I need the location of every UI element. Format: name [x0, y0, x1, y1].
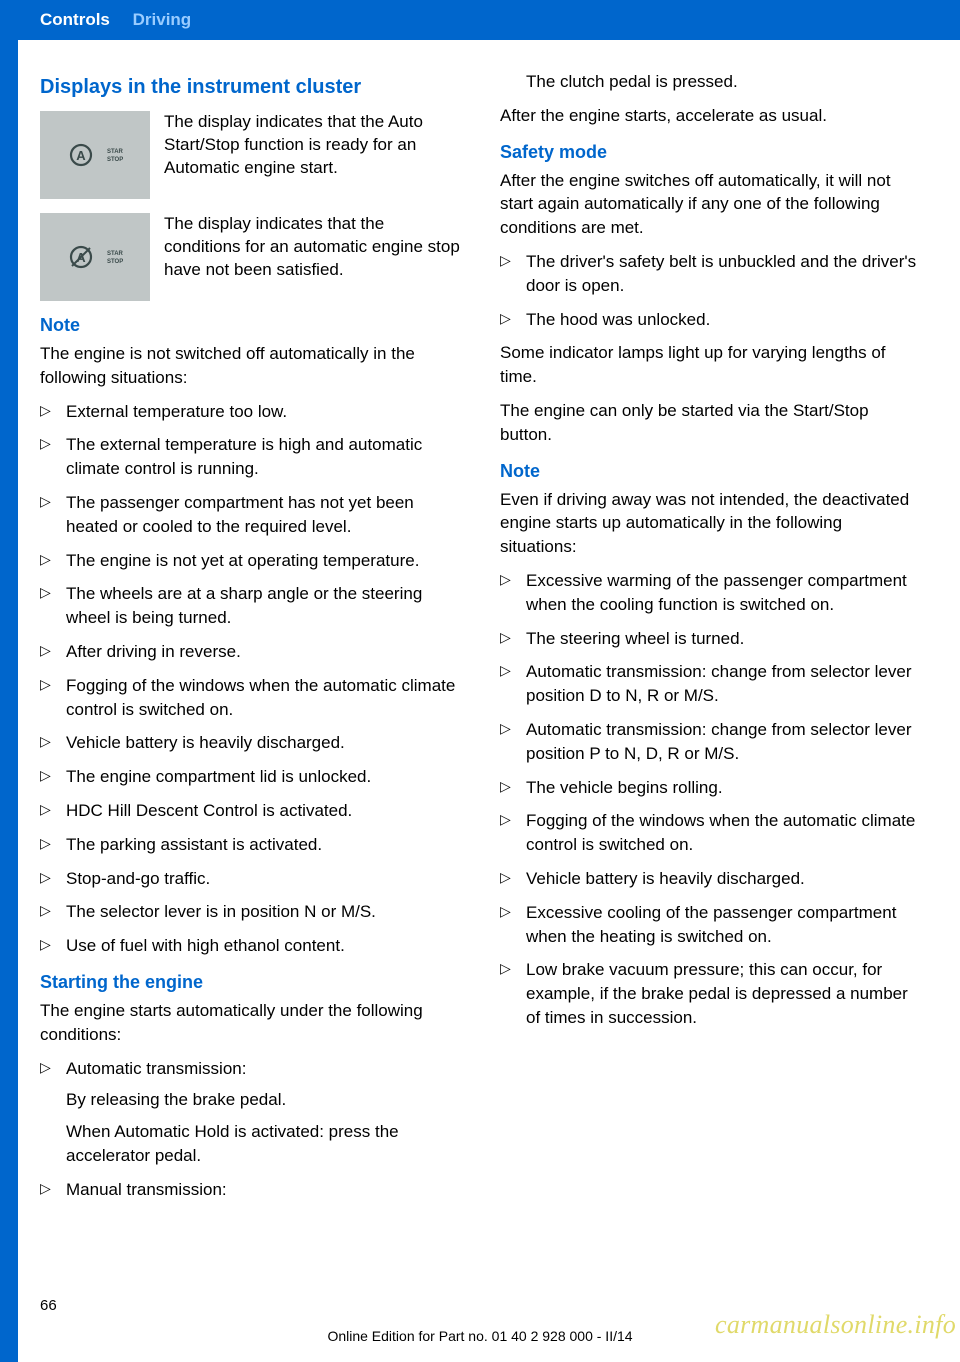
footer-text: Online Edition for Part no. 01 40 2 928 …	[40, 1328, 920, 1344]
start-stop-ready-icon: A START STOP	[40, 111, 150, 199]
list-item: Automatic transmission: change from sele…	[500, 718, 920, 766]
display-item-notready: A START STOP The display indicates that …	[40, 213, 460, 301]
note2-list: Excessive warming of the passenger compa…	[500, 569, 920, 1030]
start-after: After the engine starts, accelerate as u…	[500, 104, 920, 128]
list-item: Vehicle battery is heavily discharged.	[40, 731, 460, 755]
safety-p1: Some indicator lamps light up for varyin…	[500, 341, 920, 389]
svg-text:START: START	[107, 149, 123, 155]
svg-text:START: START	[107, 251, 123, 257]
list-item: Excessive warming of the passenger compa…	[500, 569, 920, 617]
list-text: Automatic transmission:	[66, 1059, 246, 1078]
breadcrumb-driving: Driving	[133, 10, 192, 29]
page-content: Displays in the instrument cluster A STA…	[0, 40, 960, 1250]
heading-safety-mode: Safety mode	[500, 142, 920, 163]
heading-displays: Displays in the instrument cluster	[40, 76, 460, 99]
list-item: The selector lever is in position N or M…	[40, 900, 460, 924]
breadcrumb-bar: Controls Driving	[0, 0, 960, 40]
footer: Online Edition for Part no. 01 40 2 928 …	[40, 1328, 920, 1344]
display-notready-text: The display indicates that the condition…	[164, 213, 460, 282]
list-item: The passenger compartment has not yet be…	[40, 491, 460, 539]
display-ready-text: The display indicates that the Auto Star…	[164, 111, 460, 180]
svg-text:STOP: STOP	[107, 259, 123, 265]
heading-note-1: Note	[40, 315, 460, 336]
list-text: Manual transmission:	[66, 1180, 227, 1199]
page-number: 66	[40, 1297, 57, 1314]
list-item: Fogging of the windows when the automati…	[40, 674, 460, 722]
svg-text:A: A	[76, 148, 86, 163]
list-item: HDC Hill Descent Control is activated.	[40, 799, 460, 823]
list-item: The wheels are at a sharp angle or the s…	[40, 582, 460, 630]
note1-list: External temperature too low. The extern…	[40, 400, 460, 958]
list-item: External temperature too low.	[40, 400, 460, 424]
list-subtext: When Automatic Hold is activated: press …	[66, 1120, 460, 1168]
list-item: The parking assistant is activated.	[40, 833, 460, 857]
safety-p2: The engine can only be started via the S…	[500, 399, 920, 447]
heading-starting-engine: Starting the engine	[40, 972, 460, 993]
start-stop-notready-icon: A START STOP	[40, 213, 150, 301]
side-strip	[0, 0, 18, 1362]
list-item: The external temperature is high and aut…	[40, 433, 460, 481]
list-item: Automatic transmission: change from sele…	[500, 660, 920, 708]
list-subtext: The clutch pedal is pressed.	[526, 70, 920, 94]
list-item: Excessive cooling of the passenger compa…	[500, 901, 920, 949]
list-item: Low brake vacuum pressure; this can occu…	[500, 958, 920, 1029]
start-intro: The engine starts automatically under th…	[40, 999, 460, 1047]
list-item: The driver's safety belt is unbuckled an…	[500, 250, 920, 298]
note2-intro: Even if driving away was not intended, t…	[500, 488, 920, 559]
list-subtext: By releasing the brake pedal.	[66, 1088, 460, 1112]
note1-intro: The engine is not switched off automatic…	[40, 342, 460, 390]
list-item: The steering wheel is turned.	[500, 627, 920, 651]
display-item-ready: A START STOP The display indicates that …	[40, 111, 460, 199]
heading-note-2: Note	[500, 461, 920, 482]
breadcrumb-controls: Controls	[40, 10, 110, 29]
list-item: Automatic transmission: By releasing the…	[40, 1057, 460, 1168]
list-item: Stop-and-go traffic.	[40, 867, 460, 891]
list-item: The engine is not yet at operating tempe…	[40, 549, 460, 573]
list-item: After driving in reverse.	[40, 640, 460, 664]
list-item: The hood was unlocked.	[500, 308, 920, 332]
list-item: Vehicle battery is heavily discharged.	[500, 867, 920, 891]
list-item: The vehicle begins rolling.	[500, 776, 920, 800]
svg-text:STOP: STOP	[107, 157, 123, 163]
list-item: Fogging of the windows when the automati…	[500, 809, 920, 857]
list-item: Use of fuel with high ethanol content.	[40, 934, 460, 958]
safety-intro: After the engine switches off automatica…	[500, 169, 920, 240]
list-item: The engine compartment lid is unlocked.	[40, 765, 460, 789]
safety-list: The driver's safety belt is unbuckled an…	[500, 250, 920, 331]
